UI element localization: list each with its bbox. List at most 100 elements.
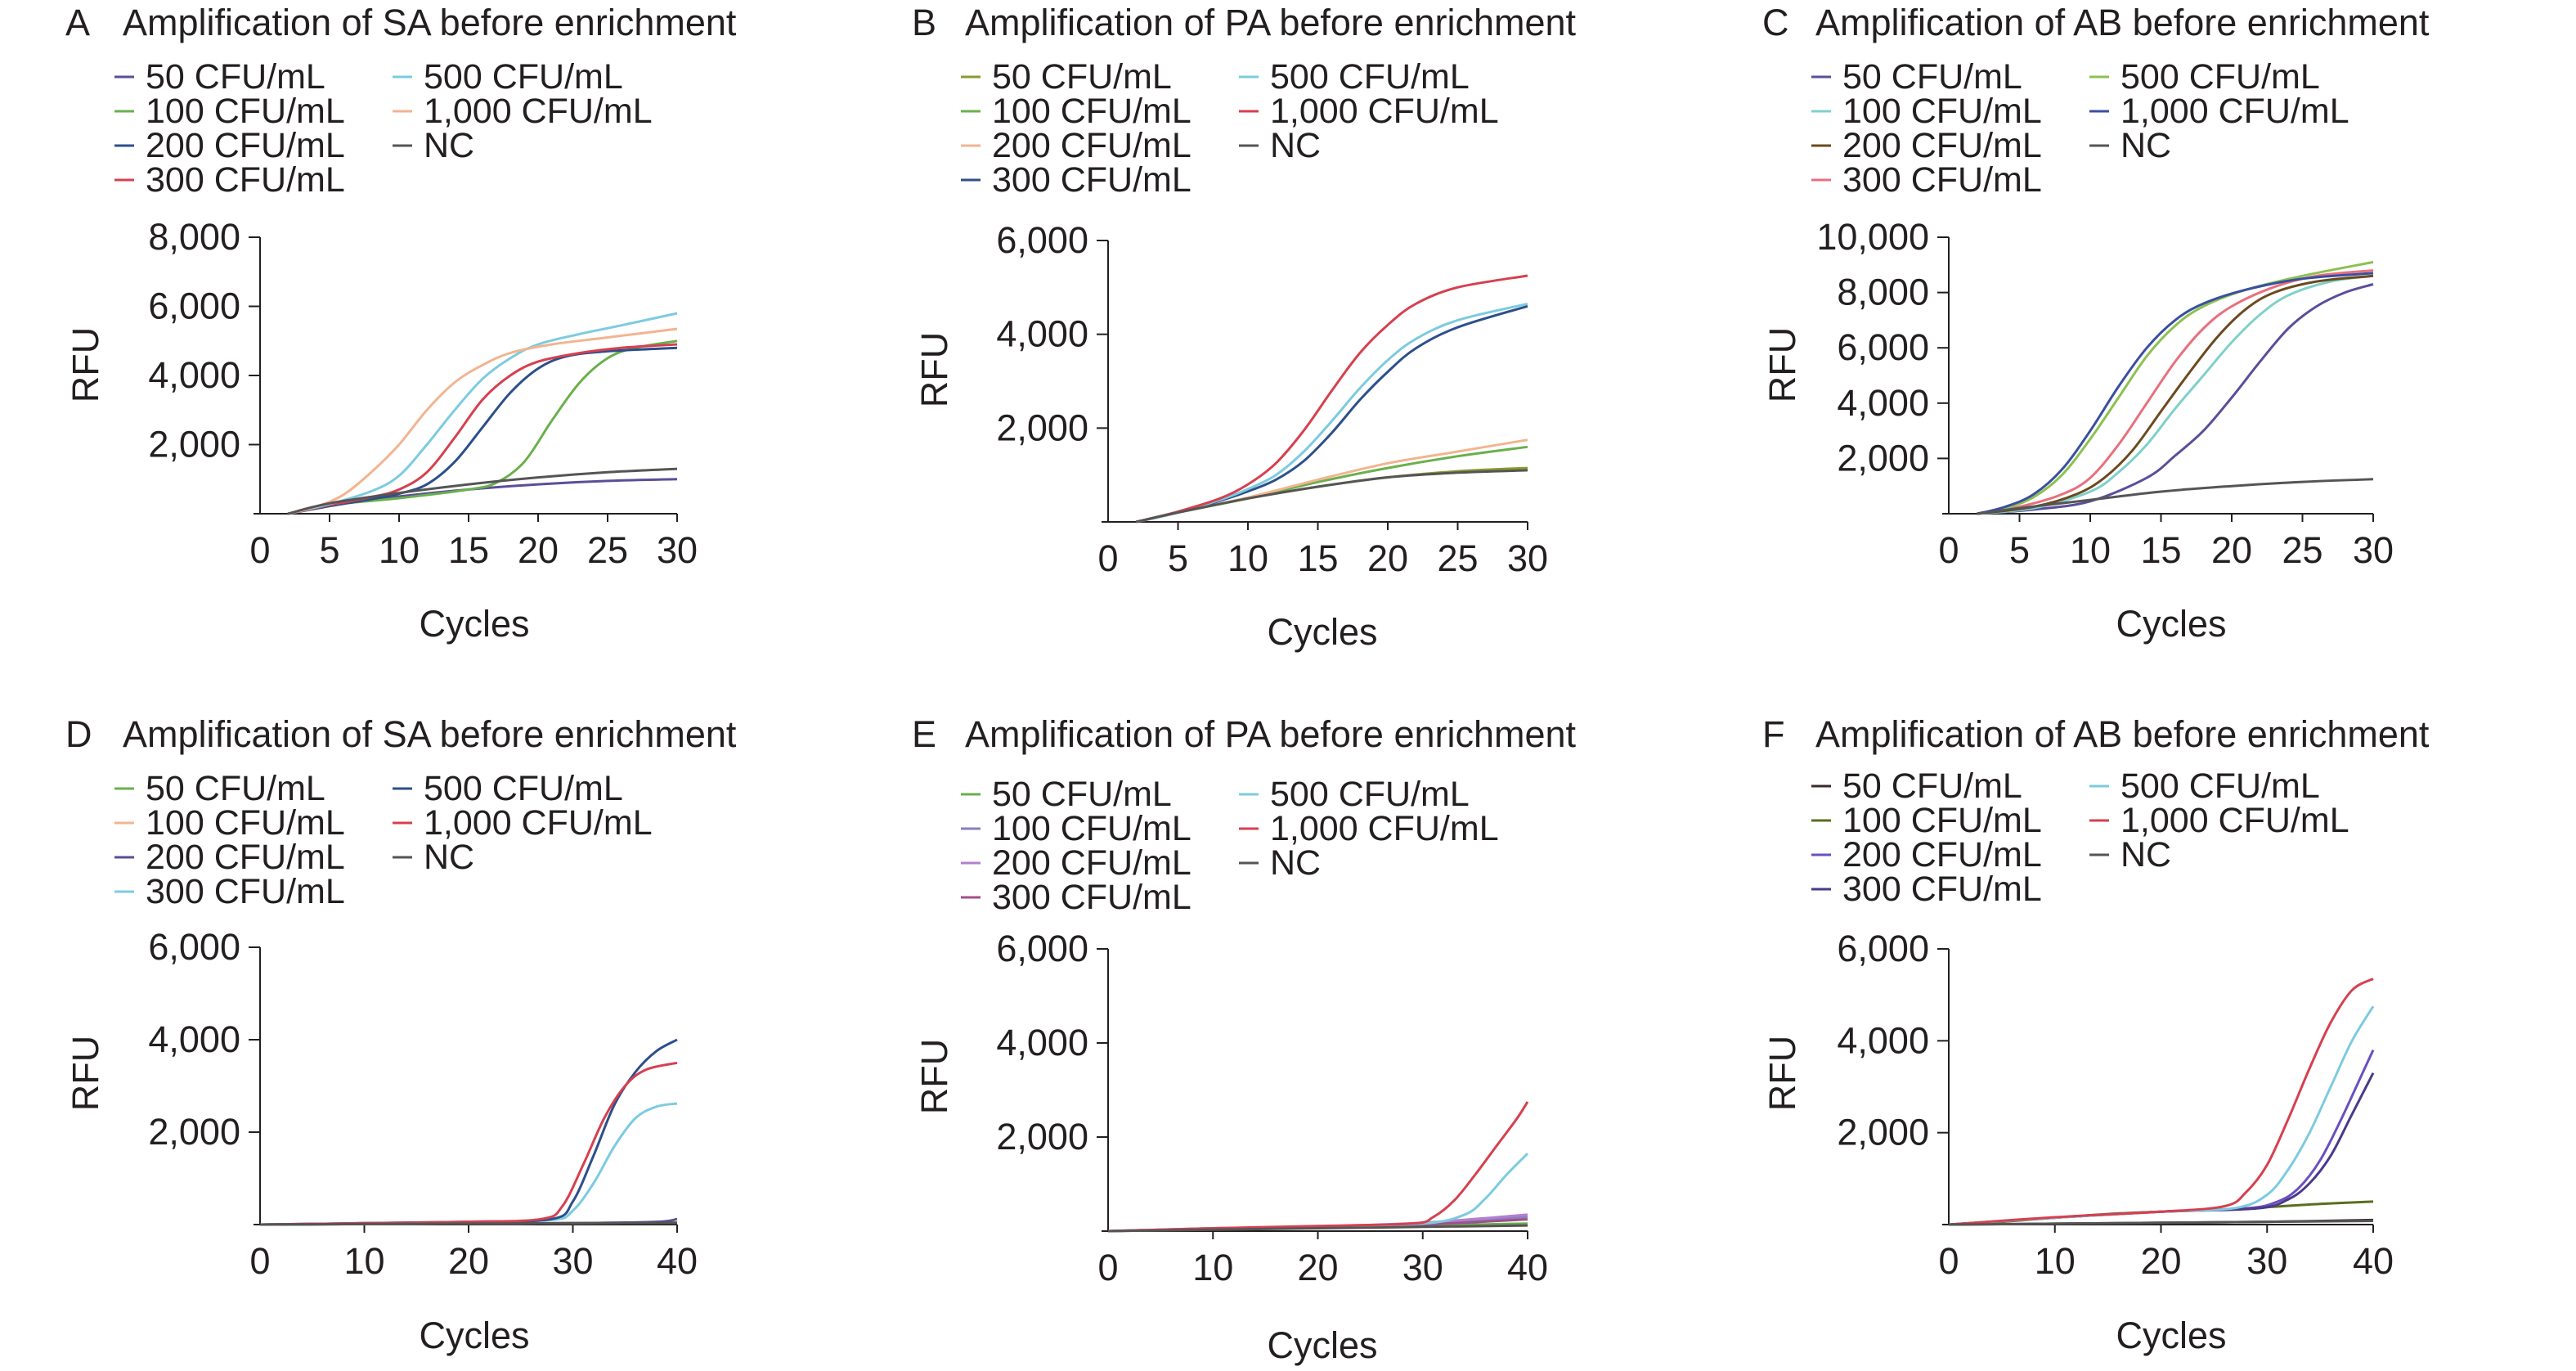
x-tick-label: 0 — [249, 1240, 270, 1282]
y-axis-label: RFU — [913, 1039, 955, 1114]
legend-label: NC — [1270, 126, 1321, 165]
series-line-5 — [1107, 1101, 1529, 1233]
series-line-6 — [1135, 469, 1528, 524]
plot-area: 2,000 4,000 6,000 0 10 20 30 40 — [148, 926, 698, 1282]
legend-label: 1,000 CFU/mL — [1270, 809, 1499, 848]
x-tick-label: 40 — [2353, 1240, 2394, 1282]
series-line-3 — [1948, 1072, 2375, 1226]
x-tick-label: 10 — [1192, 1247, 1233, 1288]
series-line-0 — [1977, 283, 2374, 515]
series-line-6 — [1977, 478, 2374, 515]
x-tick-label: 40 — [1507, 1247, 1548, 1288]
legend-label: 200 CFU/mL — [992, 843, 1192, 883]
legend-label: 50 CFU/mL — [146, 769, 325, 808]
x-tick-label: 20 — [2140, 1240, 2181, 1282]
panel-letter: B — [912, 2, 936, 43]
y-tick-label: 6,000 — [148, 926, 240, 968]
panel-title: Amplification of SA before enrichment — [123, 713, 737, 755]
plot-area: 2,000 4,000 6,000 8,000 10,000 0 5 10 15 20 25 30 — [1816, 216, 2394, 571]
y-tick-label: 2,000 — [996, 1116, 1088, 1157]
y-tick-label: 4,000 — [996, 1022, 1088, 1063]
legend-label: 200 CFU/mL — [146, 126, 345, 165]
x-tick-label: 30 — [1402, 1247, 1443, 1288]
legend-label: 200 CFU/mL — [1842, 126, 2042, 165]
y-tick-label: 2,000 — [148, 424, 240, 465]
x-tick-label: 25 — [587, 529, 628, 571]
legend-label: NC — [2120, 835, 2171, 874]
y-tick-label: 2,000 — [148, 1111, 240, 1153]
panel-letter: D — [65, 713, 92, 755]
series-line-2 — [1977, 274, 2374, 515]
series-line-4 — [259, 1038, 678, 1226]
x-tick-label: 10 — [2035, 1240, 2076, 1282]
x-tick-label: 15 — [2140, 529, 2181, 571]
y-tick-label: 6,000 — [148, 285, 240, 327]
panel-letter: E — [912, 713, 936, 755]
series-line-1 — [1977, 274, 2374, 515]
series-line-6 — [1107, 1224, 1528, 1233]
legend-label: 1,000 CFU/mL — [2120, 801, 2349, 840]
y-axis-label: RFU — [1761, 1036, 1803, 1111]
y-axis-label: RFU — [913, 332, 955, 407]
y-tick-label: 2,000 — [996, 407, 1088, 448]
series-line-3 — [1977, 269, 2374, 515]
legend-label: 500 CFU/mL — [2120, 766, 2320, 806]
legend-label: 50 CFU/mL — [992, 57, 1172, 97]
y-tick-label: 10,000 — [1816, 216, 1929, 258]
legend-label: 1,000 CFU/mL — [1270, 92, 1499, 131]
legend-label: 200 CFU/mL — [992, 126, 1192, 165]
y-axis-label: RFU — [65, 327, 106, 402]
series-line-6 — [287, 467, 678, 515]
x-tick-label: 20 — [448, 1240, 489, 1282]
x-tick-label: 20 — [2211, 529, 2252, 571]
panel-f: F Amplification of AB before enrichment … — [1761, 713, 2430, 1356]
x-tick-label: 40 — [657, 1240, 698, 1282]
series-line-5 — [259, 1061, 678, 1226]
legend-label: 50 CFU/mL — [146, 57, 325, 97]
x-axis-label: Cycles — [1267, 611, 1377, 653]
series-line-4 — [287, 312, 678, 515]
x-tick-label: 30 — [552, 1240, 593, 1282]
legend-label: 500 CFU/mL — [1270, 775, 1470, 814]
x-axis-label: Cycles — [1267, 1324, 1377, 1366]
legend-label: 300 CFU/mL — [1842, 870, 2042, 909]
x-tick-label: 10 — [1227, 537, 1268, 579]
y-axis-label: RFU — [1761, 327, 1803, 402]
series-line-5 — [1948, 978, 2374, 1226]
legend-label: 500 CFU/mL — [424, 57, 623, 97]
plot-area: 2,000 4,000 6,000 0 10 20 30 40 — [1837, 928, 2394, 1282]
x-axis-label: Cycles — [419, 603, 529, 645]
legend-label: NC — [424, 126, 474, 165]
x-tick-label: 10 — [2070, 529, 2111, 571]
legend-label: 100 CFU/mL — [1842, 92, 2042, 131]
panel-letter: C — [1762, 2, 1789, 43]
x-axis-label: Cycles — [2116, 603, 2226, 645]
legend-label: 300 CFU/mL — [992, 160, 1192, 200]
x-tick-label: 20 — [1297, 1247, 1338, 1288]
legend-label: 100 CFU/mL — [992, 809, 1192, 848]
x-tick-label: 15 — [1297, 537, 1338, 579]
x-tick-label: 10 — [379, 529, 420, 571]
x-tick-label: 30 — [2353, 529, 2394, 571]
y-tick-label: 8,000 — [1837, 272, 1929, 313]
legend-label: 500 CFU/mL — [424, 769, 623, 808]
x-tick-label: 10 — [343, 1240, 384, 1282]
series-line-4 — [1977, 260, 2374, 515]
y-tick-label: 4,000 — [148, 354, 240, 396]
panel-letter: F — [1762, 713, 1785, 755]
series-line-2 — [1948, 1049, 2375, 1226]
y-axis-label: RFU — [65, 1036, 106, 1111]
y-tick-label: 4,000 — [148, 1018, 240, 1060]
series-line-5 — [287, 327, 678, 515]
x-tick-label: 25 — [2282, 529, 2322, 571]
x-tick-label: 5 — [2009, 529, 2030, 571]
y-tick-label: 4,000 — [1837, 382, 1929, 424]
legend-label: 100 CFU/mL — [146, 803, 345, 843]
series-line-3 — [1135, 304, 1528, 524]
legend-label: 300 CFU/mL — [992, 878, 1192, 917]
series-line-4 — [1948, 1005, 2375, 1226]
